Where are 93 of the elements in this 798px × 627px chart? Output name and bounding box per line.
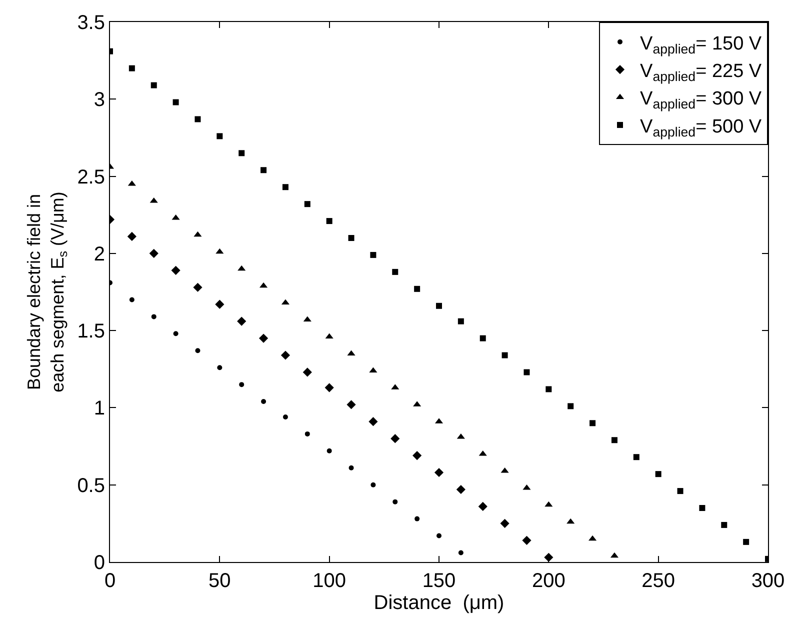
point [173,331,178,336]
point [303,316,312,322]
point [194,116,201,122]
point [456,484,466,494]
y-tick-label: 3.5 [77,12,105,34]
point [324,383,334,392]
x-tick-label: 100 [312,570,346,592]
point [392,268,398,275]
x-tick-label: 250 [642,570,676,592]
point [478,502,488,512]
point [524,369,530,376]
point [390,434,400,444]
point [260,167,267,174]
point [502,352,508,358]
point [216,133,223,140]
point [149,248,158,258]
point [500,518,510,528]
point [193,282,202,292]
point [215,300,224,309]
x-tick-label: 150 [422,570,456,592]
point [151,314,156,320]
y-tick-label: 0 [94,552,105,574]
point [699,505,706,511]
legend-label: V$_{applied}$= 500 V [640,116,762,140]
point [326,448,332,454]
point [172,99,179,106]
point [346,400,356,410]
point [480,335,486,342]
point [217,365,222,370]
point [127,232,136,242]
point [370,252,376,258]
point [500,467,509,473]
point [458,318,464,324]
point [414,516,420,522]
point [655,471,662,478]
x-tick-label: 300 [751,570,785,592]
point [633,454,640,460]
y-tick-label: 1 [94,398,105,420]
point [150,197,158,203]
point [590,420,596,426]
point [458,550,464,556]
point [743,538,750,545]
point [522,536,532,545]
point [677,488,684,494]
point [436,302,442,309]
point [150,82,157,88]
point [216,248,224,254]
point [239,382,244,388]
point [348,465,354,470]
point [436,533,442,538]
legend-label: V$_{applied}$= 150 V [640,33,762,56]
point [302,368,312,377]
point [368,417,378,426]
y-tick-label: 0.5 [77,474,105,497]
point [258,334,268,343]
point [370,482,376,488]
x-axis-title: Distance (μm) [374,592,504,614]
point [348,235,354,241]
point [194,231,202,237]
point [544,501,553,507]
point [195,348,200,354]
point [261,399,266,404]
point [611,437,618,444]
x-tick-label: 50 [208,570,231,592]
point [129,297,134,302]
point [282,414,288,420]
point [280,350,290,360]
legend-label: V$_{applied}$= 300 V [640,88,762,112]
point [304,431,310,436]
y-tick-label: 2 [94,243,105,266]
point [568,403,574,410]
point [282,184,288,190]
point [237,316,246,326]
point [171,266,180,275]
point [304,201,310,208]
y-tick-label: 1.5 [77,320,105,343]
point [172,214,180,220]
point [392,499,398,504]
point [326,218,332,224]
y-tick-label: 3 [94,89,105,112]
y-tick-label: 2.5 [77,166,105,188]
point [522,484,531,490]
point [434,468,444,478]
point [546,386,552,392]
legend-label: V$_{applied}$= 225 V [640,60,762,84]
point [238,150,245,156]
point [414,286,420,292]
point [721,522,728,528]
point [238,265,246,271]
point [412,450,422,460]
x-tick-label: 200 [532,570,566,592]
point [566,518,575,524]
point [128,65,135,72]
